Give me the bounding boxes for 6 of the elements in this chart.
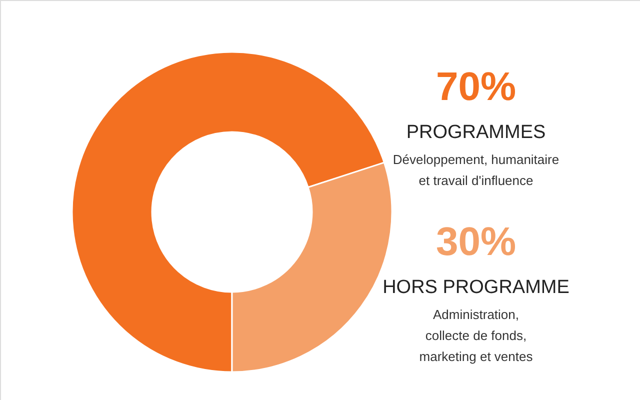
data-label: 30% (436, 220, 516, 264)
text: Développement, humanitaire et travail d'influence (392, 152, 560, 188)
slice-label: PROGRAMMES (406, 122, 546, 143)
slice-label: HORS PROGRAMME (382, 277, 570, 298)
text: Administration, collecte de fonds, marketing et ventes (419, 307, 534, 364)
data-label: 70% (436, 65, 516, 109)
